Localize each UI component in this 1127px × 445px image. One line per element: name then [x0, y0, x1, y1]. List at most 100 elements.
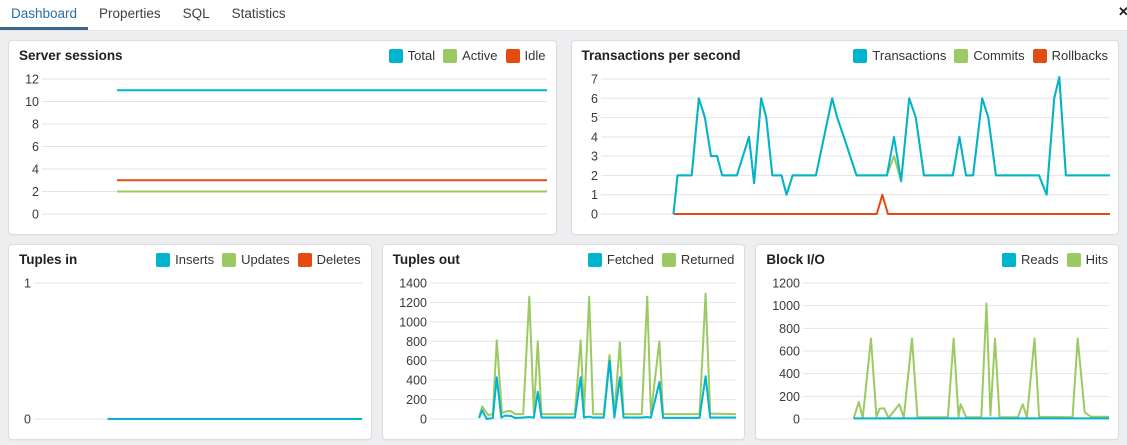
svg-text:0: 0	[420, 413, 427, 427]
legend-item: Transactions	[853, 48, 946, 63]
svg-text:7: 7	[591, 73, 598, 87]
legend-swatch-icon	[1002, 252, 1017, 267]
svg-text:3: 3	[591, 150, 598, 164]
svg-text:6: 6	[32, 140, 39, 154]
svg-text:200: 200	[406, 393, 427, 407]
panel-transactions-per-second: Transactions per second Transactions Comm…	[570, 40, 1119, 235]
svg-text:10: 10	[25, 95, 39, 109]
legend-swatch-icon	[443, 48, 458, 63]
chart-legend: Fetched Returned	[587, 252, 734, 267]
server-sessions-chart: 0 2 4 6 8 10 12	[9, 66, 556, 234]
panel-tuples-out: Tuples out Fetched Returned 0 200 400 600 800…	[381, 244, 746, 440]
svg-text:1000: 1000	[773, 299, 801, 313]
chart-legend: Total Active Idle	[388, 48, 546, 63]
svg-text:800: 800	[779, 322, 800, 336]
svg-text:800: 800	[406, 335, 427, 349]
svg-text:1000: 1000	[399, 315, 427, 329]
dashboard-content: Server sessions Total Active Idle 0 2 4 6 8 10 1…	[0, 31, 1127, 445]
svg-text:400: 400	[406, 374, 427, 388]
legend-label: Reads	[1021, 252, 1059, 267]
legend-item: Fetched	[587, 252, 654, 267]
legend-swatch-icon	[587, 252, 602, 267]
svg-text:5: 5	[591, 111, 598, 125]
svg-text:6: 6	[591, 92, 598, 106]
svg-text:200: 200	[779, 390, 800, 404]
legend-swatch-icon	[954, 48, 969, 63]
svg-text:600: 600	[779, 345, 800, 359]
tab-dashboard[interactable]: Dashboard	[0, 0, 89, 30]
tab-bar: Dashboard Properties SQL Statistics ✕	[0, 0, 1127, 31]
legend-swatch-icon	[388, 48, 403, 63]
legend-label: Idle	[524, 48, 546, 63]
legend-item: Updates	[222, 252, 290, 267]
legend-swatch-icon	[853, 48, 868, 63]
svg-text:1400: 1400	[399, 277, 427, 291]
legend-item: Active	[443, 48, 498, 63]
legend-item: Inserts	[156, 252, 214, 267]
panel-header: Transactions per second Transactions Comm…	[572, 41, 1119, 66]
legend-item: Returned	[661, 252, 734, 267]
svg-text:0: 0	[32, 208, 39, 222]
legend-item: Commits	[954, 48, 1025, 63]
svg-text:1200: 1200	[399, 296, 427, 310]
svg-text:400: 400	[779, 367, 800, 381]
panel-server-sessions: Server sessions Total Active Idle 0 2 4 6 8 10 1…	[8, 40, 557, 235]
legend-swatch-icon	[505, 48, 520, 63]
chart-legend: Inserts Updates Deletes	[156, 252, 361, 267]
chart-legend: Transactions Commits Rollbacks	[853, 48, 1108, 63]
legend-label: Rollbacks	[1051, 48, 1108, 63]
legend-swatch-icon	[1066, 252, 1081, 267]
panel-title: Tuples in	[19, 252, 78, 267]
svg-text:1: 1	[591, 188, 598, 202]
charts-row-top: Server sessions Total Active Idle 0 2 4 6 8 10 1…	[8, 40, 1119, 235]
svg-text:2: 2	[591, 169, 598, 183]
panel-title: Transactions per second	[581, 48, 741, 63]
legend-label: Transactions	[872, 48, 947, 63]
tab-sql[interactable]: SQL	[182, 6, 210, 21]
svg-text:1200: 1200	[773, 277, 801, 291]
legend-label: Hits	[1085, 252, 1109, 267]
chart-legend: Reads Hits	[1002, 252, 1108, 267]
legend-swatch-icon	[222, 252, 237, 267]
legend-swatch-icon	[297, 252, 312, 267]
legend-label: Fetched	[606, 252, 654, 267]
legend-label: Inserts	[175, 252, 215, 267]
panel-header: Server sessions Total Active Idle	[9, 41, 556, 66]
legend-item: Reads	[1002, 252, 1059, 267]
transactions-chart: 0 1 2 3 4 5 6 7	[572, 66, 1119, 234]
panel-header: Tuples in Inserts Updates Deletes	[9, 245, 371, 270]
legend-swatch-icon	[1032, 48, 1047, 63]
svg-text:1: 1	[24, 277, 31, 291]
svg-text:4: 4	[32, 163, 39, 177]
legend-swatch-icon	[156, 252, 171, 267]
svg-text:8: 8	[32, 118, 39, 132]
legend-item: Idle	[505, 48, 546, 63]
tab-properties[interactable]: Properties	[99, 6, 161, 21]
panel-block-io: Block I/O Reads Hits 0 200 400 600 800 1000 120…	[755, 244, 1120, 440]
legend-label: Active	[462, 48, 498, 63]
panel-title: Block I/O	[766, 252, 825, 267]
svg-text:4: 4	[591, 130, 598, 144]
tuples-out-chart: 0 200 400 600 800 1000 1200 1400	[383, 270, 745, 439]
svg-text:12: 12	[25, 73, 39, 87]
panel-header: Block I/O Reads Hits	[756, 245, 1118, 270]
legend-label: Total	[407, 48, 436, 63]
block-io-chart: 0 200 400 600 800 1000 1200	[756, 270, 1118, 439]
legend-swatch-icon	[661, 252, 676, 267]
svg-text:0: 0	[793, 413, 800, 427]
svg-text:0: 0	[24, 413, 31, 427]
svg-text:2: 2	[32, 185, 39, 199]
tab-statistics[interactable]: Statistics	[231, 6, 286, 21]
panel-header: Tuples out Fetched Returned	[383, 245, 745, 270]
legend-label: Updates	[241, 252, 290, 267]
legend-item: Hits	[1066, 252, 1109, 267]
legend-item: Rollbacks	[1032, 48, 1108, 63]
panel-title: Tuples out	[392, 252, 460, 267]
legend-label: Deletes	[316, 252, 361, 267]
panel-title: Server sessions	[19, 48, 123, 63]
close-icon[interactable]: ✕	[1118, 4, 1127, 20]
svg-text:0: 0	[591, 208, 598, 222]
